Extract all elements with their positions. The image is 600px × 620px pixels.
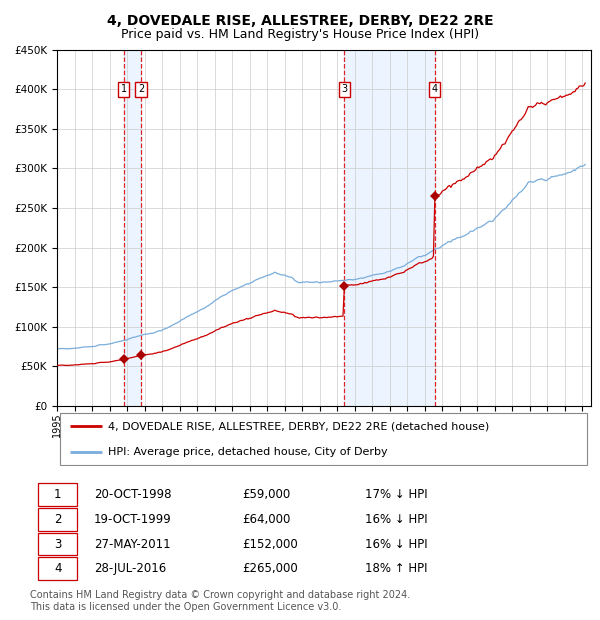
Bar — [124, 50, 141, 406]
Text: £64,000: £64,000 — [242, 513, 290, 526]
Bar — [344, 50, 434, 406]
Text: 16% ↓ HPI: 16% ↓ HPI — [365, 513, 427, 526]
Text: 16% ↓ HPI: 16% ↓ HPI — [365, 538, 427, 551]
Text: 19-OCT-1999: 19-OCT-1999 — [94, 513, 172, 526]
Text: 20-OCT-1998: 20-OCT-1998 — [94, 488, 172, 501]
Text: £152,000: £152,000 — [242, 538, 298, 551]
FancyBboxPatch shape — [38, 508, 77, 531]
Text: £59,000: £59,000 — [242, 488, 290, 501]
Text: 1: 1 — [121, 84, 127, 94]
FancyBboxPatch shape — [59, 414, 587, 465]
FancyBboxPatch shape — [38, 533, 77, 556]
Text: 18% ↑ HPI: 18% ↑ HPI — [365, 562, 427, 575]
Text: 28-JUL-2016: 28-JUL-2016 — [94, 562, 166, 575]
FancyBboxPatch shape — [38, 557, 77, 580]
Text: 3: 3 — [54, 538, 62, 551]
Text: 27-MAY-2011: 27-MAY-2011 — [94, 538, 171, 551]
Text: 4, DOVEDALE RISE, ALLESTREE, DERBY, DE22 2RE: 4, DOVEDALE RISE, ALLESTREE, DERBY, DE22… — [107, 14, 493, 28]
Text: 1: 1 — [54, 488, 62, 501]
Text: 3: 3 — [341, 84, 347, 94]
FancyBboxPatch shape — [38, 484, 77, 506]
Text: 2: 2 — [138, 84, 144, 94]
Text: Contains HM Land Registry data © Crown copyright and database right 2024.
This d: Contains HM Land Registry data © Crown c… — [30, 590, 410, 612]
Text: HPI: Average price, detached house, City of Derby: HPI: Average price, detached house, City… — [108, 446, 388, 456]
Text: Price paid vs. HM Land Registry's House Price Index (HPI): Price paid vs. HM Land Registry's House … — [121, 28, 479, 41]
Text: 4, DOVEDALE RISE, ALLESTREE, DERBY, DE22 2RE (detached house): 4, DOVEDALE RISE, ALLESTREE, DERBY, DE22… — [108, 422, 489, 432]
Text: 4: 4 — [431, 84, 438, 94]
Text: 17% ↓ HPI: 17% ↓ HPI — [365, 488, 427, 501]
Text: 2: 2 — [54, 513, 62, 526]
Text: 4: 4 — [54, 562, 62, 575]
Text: £265,000: £265,000 — [242, 562, 298, 575]
